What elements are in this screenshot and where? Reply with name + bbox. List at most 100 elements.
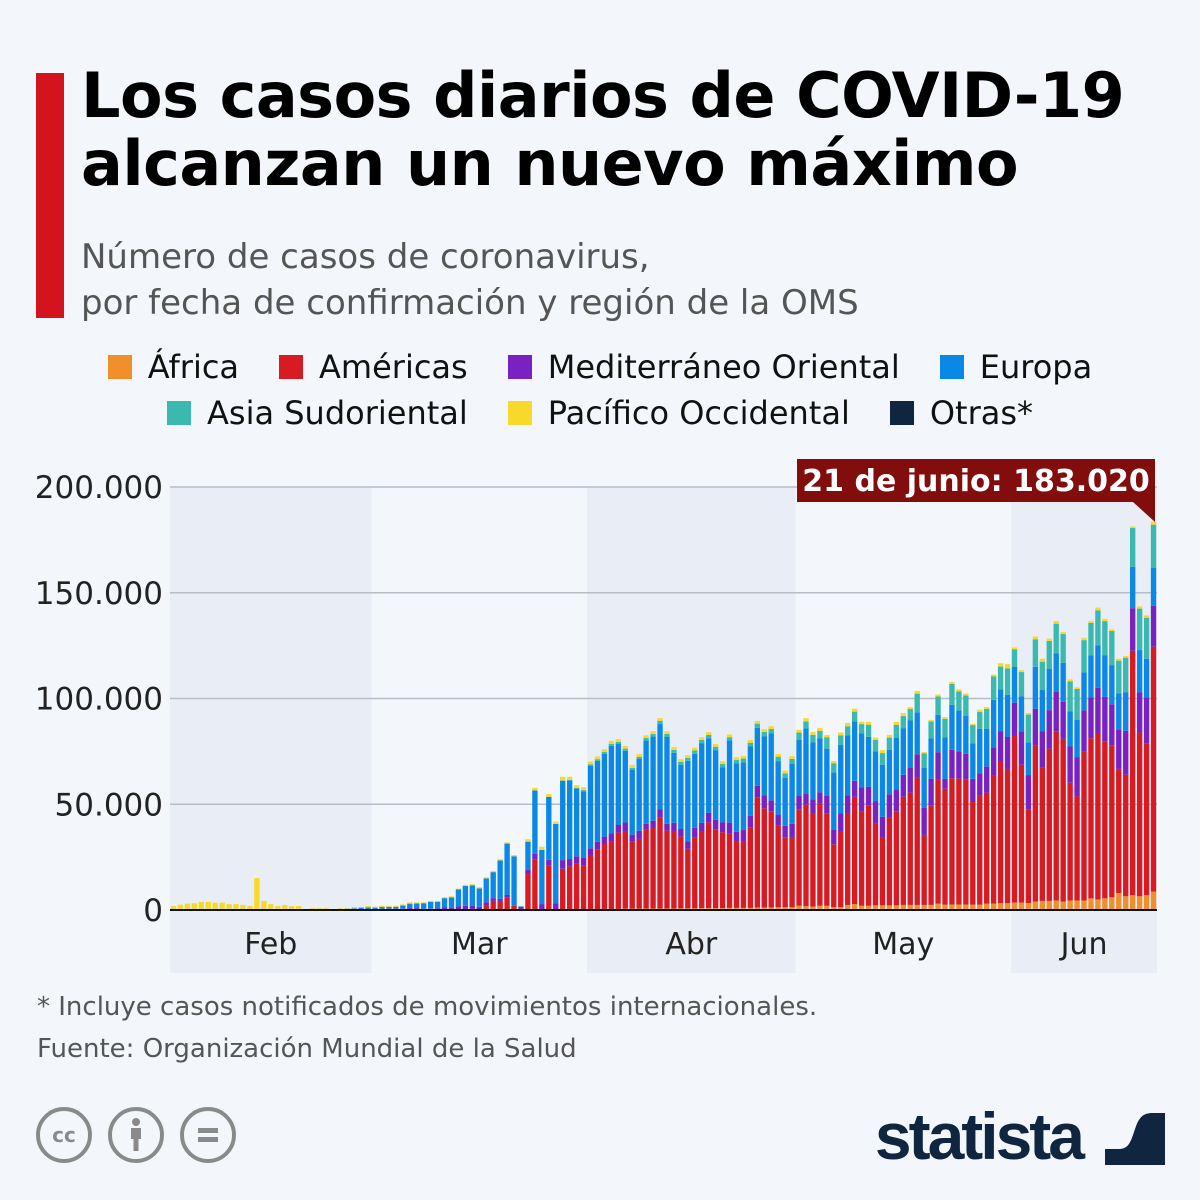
bar-segment-pac-fico-occidental [733, 757, 740, 761]
bar-segment-mediterr-neo-oriental [546, 859, 552, 866]
bar-segment-am-ricas [810, 813, 816, 907]
bar-segment-pac-fico-occidental [532, 787, 538, 791]
x-tick-label: Jun [1059, 927, 1108, 962]
bar-segment-asia-sudoriental [580, 790, 587, 792]
bar-segment-asia-sudoriental [796, 732, 802, 740]
bar-segment-asia-sudoriental [719, 764, 726, 768]
bar-segment-asia-sudoriental [1039, 661, 1045, 691]
legend-item-africa: África [107, 348, 240, 386]
bar-segment-pac-fico-occidental [525, 839, 531, 842]
bar-segment-am-ricas [921, 834, 927, 905]
bar-segment-am-ricas [483, 905, 489, 910]
bar-segment-pac-fico-occidental [984, 707, 990, 709]
bar-segment-mediterr-neo-oriental [900, 774, 906, 797]
bar-segment-mediterr-neo-oriental [706, 812, 712, 823]
bar-segment--frica [775, 907, 781, 910]
bar-segment--frica [1081, 900, 1087, 910]
bar-segment-mediterr-neo-oriental [1143, 697, 1150, 744]
bar-segment-asia-sudoriental [1109, 631, 1115, 666]
bar-segment-pac-fico-occidental [226, 904, 232, 910]
bar-segment-europa [351, 908, 357, 910]
bar-segment-europa [775, 761, 781, 815]
statista-logo[interactable]: statista [875, 1098, 1085, 1174]
bar-segment-am-ricas [845, 813, 851, 905]
bar-segment-europa [539, 849, 545, 905]
bar-segment-europa [553, 823, 559, 904]
bar-segment-asia-sudoriental [768, 728, 774, 734]
bar-segment-mediterr-neo-oriental [636, 830, 642, 839]
bar-segment-pac-fico-occidental [553, 821, 559, 824]
bar-segment-asia-sudoriental [1088, 622, 1094, 656]
bar-segment-mediterr-neo-oriental [984, 766, 990, 793]
bar-segment-am-ricas [1095, 732, 1101, 900]
bar-segment-am-ricas [1102, 741, 1108, 899]
bar-segment-europa [977, 728, 983, 774]
bar-segment-europa [824, 748, 830, 797]
bar-segment-am-ricas [532, 859, 538, 910]
bar-segment-mediterr-neo-oriental [928, 778, 934, 806]
bar-segment-pac-fico-occidental [865, 721, 872, 725]
legend-item-europa: Europa [939, 348, 1092, 386]
bar-segment-pac-fico-occidental [817, 727, 823, 731]
bar-segment-pac-fico-occidental [671, 747, 677, 750]
bar-segment-asia-sudoriental [879, 753, 886, 765]
legend-label: Américas [319, 348, 468, 386]
bar-segment-pac-fico-occidental [434, 900, 441, 902]
bar-segment-asia-sudoriental [692, 750, 698, 754]
bar-segment-mediterr-neo-oriental [782, 825, 788, 838]
statista-logo-icon [1105, 1105, 1165, 1165]
bar-segment-am-ricas [1081, 751, 1087, 901]
bar-segment-pac-fico-occidental [1123, 655, 1129, 658]
bar-segment-europa [573, 788, 580, 857]
bar-segment-mediterr-neo-oriental [615, 824, 621, 833]
bar-segment-asia-sudoriental [1046, 640, 1052, 669]
bar-segment-pac-fico-occidental [886, 734, 893, 738]
bar-segment-asia-sudoriental [914, 693, 920, 713]
bar-segment-pac-fico-occidental [1095, 607, 1101, 611]
bar-segment-pac-fico-occidental [261, 900, 267, 910]
bar-segment-asia-sudoriental [1053, 623, 1059, 654]
bar-segment-mediterr-neo-oriental [719, 822, 726, 833]
bar-segment-mediterr-neo-oriental [441, 907, 448, 910]
bar-segment-asia-sudoriental [733, 760, 740, 764]
bar-segment--frica [893, 905, 900, 910]
legend-label: África [147, 348, 240, 386]
bar-segment-pac-fico-occidental [170, 905, 177, 910]
bar-segment--frica [733, 907, 740, 910]
bar-segment-pac-fico-occidental [1150, 521, 1157, 525]
legend-swatch [107, 355, 132, 379]
attribution-icon[interactable] [108, 1107, 164, 1163]
bar-segment-mediterr-neo-oriental [1102, 696, 1108, 742]
bar-segment-am-ricas [1129, 650, 1136, 896]
bar-segment-europa [1102, 655, 1108, 697]
bar-segment-asia-sudoriental [900, 716, 906, 729]
bar-segment-asia-sudoriental [706, 734, 712, 739]
bar-segment-pac-fico-occidental [205, 901, 211, 910]
bar-segment-mediterr-neo-oriental [594, 841, 601, 850]
bar-segment--frica [824, 905, 830, 910]
bar-segment-pac-fico-occidental [845, 722, 851, 727]
bar-segment-europa [636, 758, 642, 831]
bar-segment-pac-fico-occidental [726, 734, 733, 738]
bar-segment--frica [997, 903, 1004, 910]
cc-icon[interactable]: cc [36, 1107, 92, 1163]
bar-segment-asia-sudoriental [775, 756, 781, 762]
bar-segment--frica [1046, 900, 1052, 910]
bar-segment-asia-sudoriental [907, 709, 913, 721]
bar-segment-pac-fico-occidental [1109, 629, 1115, 632]
bar-segment-pac-fico-occidental [455, 888, 462, 890]
bar-segment-pac-fico-occidental [851, 708, 858, 712]
bar-segment-pac-fico-occidental [539, 846, 545, 850]
bar-segment-europa [379, 907, 385, 909]
bar-segment-europa [525, 841, 531, 871]
bar-segment--frica [1011, 902, 1018, 910]
bar-segment-am-ricas [1032, 745, 1039, 902]
bar-segment-pac-fico-occidental [240, 904, 246, 910]
bar-segment-mediterr-neo-oriental [622, 822, 628, 832]
bar-segment-pac-fico-occidental [914, 690, 920, 694]
bar-segment--frica [851, 904, 858, 910]
no-derivatives-icon[interactable] [180, 1107, 236, 1163]
bar-segment-am-ricas [831, 844, 837, 908]
bar-segment-mediterr-neo-oriental [970, 778, 976, 802]
bar-segment-pac-fico-occidental [407, 902, 413, 904]
